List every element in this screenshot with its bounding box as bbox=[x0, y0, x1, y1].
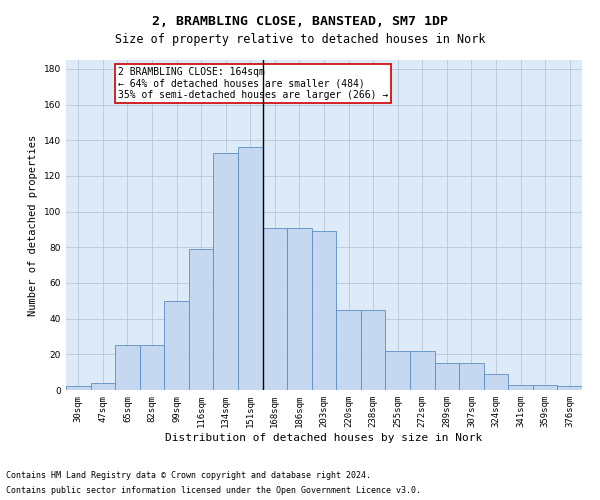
Bar bbox=[533, 384, 557, 390]
Bar bbox=[115, 346, 140, 390]
Bar bbox=[263, 228, 287, 390]
Bar bbox=[312, 231, 336, 390]
Bar bbox=[508, 384, 533, 390]
Bar bbox=[410, 351, 434, 390]
Y-axis label: Number of detached properties: Number of detached properties bbox=[28, 134, 38, 316]
Bar bbox=[189, 249, 214, 390]
Text: Contains HM Land Registry data © Crown copyright and database right 2024.: Contains HM Land Registry data © Crown c… bbox=[6, 471, 371, 480]
Bar bbox=[557, 386, 582, 390]
Bar bbox=[459, 363, 484, 390]
Bar bbox=[91, 383, 115, 390]
Text: Size of property relative to detached houses in Nork: Size of property relative to detached ho… bbox=[115, 32, 485, 46]
Bar bbox=[214, 153, 238, 390]
Text: 2, BRAMBLING CLOSE, BANSTEAD, SM7 1DP: 2, BRAMBLING CLOSE, BANSTEAD, SM7 1DP bbox=[152, 15, 448, 28]
Bar bbox=[238, 148, 263, 390]
Bar bbox=[361, 310, 385, 390]
Bar bbox=[140, 346, 164, 390]
Bar bbox=[434, 363, 459, 390]
Bar bbox=[66, 386, 91, 390]
Bar bbox=[336, 310, 361, 390]
Text: Contains public sector information licensed under the Open Government Licence v3: Contains public sector information licen… bbox=[6, 486, 421, 495]
X-axis label: Distribution of detached houses by size in Nork: Distribution of detached houses by size … bbox=[166, 432, 482, 442]
Bar bbox=[164, 301, 189, 390]
Bar bbox=[287, 228, 312, 390]
Text: 2 BRAMBLING CLOSE: 164sqm
← 64% of detached houses are smaller (484)
35% of semi: 2 BRAMBLING CLOSE: 164sqm ← 64% of detac… bbox=[118, 67, 388, 100]
Bar bbox=[484, 374, 508, 390]
Bar bbox=[385, 351, 410, 390]
